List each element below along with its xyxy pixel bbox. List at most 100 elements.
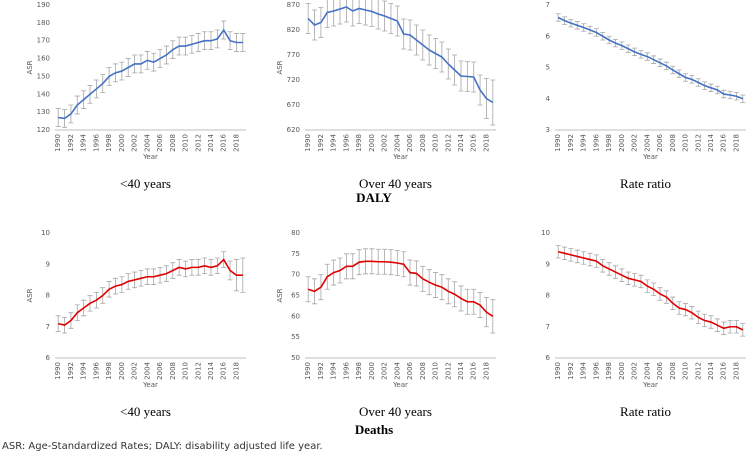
x-tick-label: 2014 (207, 361, 215, 379)
x-tick-label: 1992 (317, 362, 325, 380)
x-tick-label: 1992 (567, 134, 575, 152)
y-tick-label: 60 (291, 312, 300, 320)
group-title: Deaths (355, 422, 393, 437)
data-line (307, 260, 494, 318)
x-tick-label: 1996 (92, 133, 100, 151)
x-tick-label: 2000 (368, 362, 376, 380)
x-tick-label: 2008 (669, 362, 677, 380)
x-tick-label: 1994 (330, 361, 338, 379)
x-tick-label: 2000 (118, 134, 126, 152)
x-tick-label: 2000 (618, 362, 626, 380)
y-tick-label: 7 (546, 1, 550, 9)
x-tick-label: 2004 (143, 133, 151, 151)
x-tick-label: 1994 (580, 361, 588, 379)
x-tick-label: 2002 (631, 362, 639, 380)
x-tick-label: 2008 (169, 362, 177, 380)
y-tick-label: 190 (37, 1, 50, 9)
x-tick-label: 2006 (156, 133, 164, 151)
error-bar (305, 3, 311, 34)
y-tick-label: 180 (37, 19, 50, 27)
x-tick-label: 2012 (444, 134, 452, 152)
y-tick-label: 130 (37, 108, 50, 116)
x-tick-label: 1994 (80, 133, 88, 151)
y-tick-label: 150 (37, 72, 50, 80)
error-bar (740, 323, 746, 337)
x-tick-label: 2018 (732, 362, 740, 380)
x-tick-label: 2006 (406, 133, 414, 151)
x-tick-label: 2014 (707, 133, 715, 151)
x-tick-label: 2000 (368, 134, 376, 152)
y-tick-label: 4 (546, 95, 551, 103)
x-tick-label: 2006 (656, 133, 664, 151)
x-tick-label: 2010 (182, 134, 190, 152)
group-title: DALY (356, 190, 392, 205)
y-tick-label: 5 (546, 64, 550, 72)
y-tick-label: 80 (291, 229, 300, 237)
x-tick-label: 2014 (207, 133, 215, 151)
data-line (557, 16, 744, 100)
y-tick-label: 9 (46, 260, 50, 268)
x-tick-label: 2002 (381, 362, 389, 380)
error-bar (490, 299, 496, 334)
x-tick-label: 2014 (457, 361, 465, 379)
y-tick-label: 140 (37, 90, 50, 98)
y-axis-label: ASR (276, 288, 284, 302)
y-tick-label: 10 (541, 229, 550, 237)
error-bar (555, 245, 561, 259)
error-bar (337, 0, 343, 25)
x-tick-label: 1990 (304, 362, 312, 380)
x-axis-label: Year (142, 381, 158, 389)
data-line (57, 258, 243, 327)
error-bar (350, 0, 356, 27)
y-tick-label: 770 (287, 51, 300, 59)
x-tick-label: 1992 (567, 362, 575, 380)
x-tick-label: 2010 (182, 362, 190, 380)
y-tick-label: 9 (546, 260, 550, 268)
x-tick-label: 2012 (694, 362, 702, 380)
error-bar (356, 0, 362, 24)
x-tick-label: 2012 (444, 362, 452, 380)
x-tick-label: 2000 (618, 134, 626, 152)
y-tick-label: 7 (546, 323, 550, 331)
x-tick-label: 2016 (220, 361, 228, 379)
x-tick-label: 1990 (554, 134, 562, 152)
x-tick-label: 1990 (554, 362, 562, 380)
caption: <40 years (120, 404, 171, 419)
x-tick-label: 2018 (732, 134, 740, 152)
x-tick-label: 2016 (720, 133, 728, 151)
y-tick-label: 6 (546, 32, 551, 40)
x-tick-label: 1990 (54, 134, 62, 152)
y-axis-label: ASR (276, 60, 284, 74)
x-tick-label: 2004 (643, 133, 651, 151)
error-bar (55, 108, 61, 127)
y-tick-label: 65 (291, 292, 300, 300)
error-bar (240, 33, 246, 52)
x-tick-label: 2018 (232, 362, 240, 380)
x-tick-label: 2006 (656, 361, 664, 379)
y-tick-label: 720 (287, 76, 300, 84)
x-tick-label: 2018 (482, 134, 490, 152)
error-bar (305, 276, 311, 303)
x-axis-label: Year (142, 153, 158, 161)
error-bar (490, 79, 496, 126)
x-tick-label: 1990 (304, 134, 312, 152)
x-tick-label: 2002 (631, 134, 639, 152)
x-tick-label: 1994 (330, 133, 338, 151)
caption: Rate ratio (620, 176, 671, 191)
x-tick-label: 2004 (393, 133, 401, 151)
error-bar (240, 257, 246, 293)
caption: Over 40 years (359, 404, 432, 419)
x-tick-label: 1990 (54, 362, 62, 380)
x-tick-label: 2006 (406, 361, 414, 379)
error-bar (555, 13, 561, 22)
x-tick-label: 2004 (643, 361, 651, 379)
error-bar (331, 0, 337, 27)
x-axis-label: Year (392, 381, 408, 389)
x-tick-label: 1994 (580, 133, 588, 151)
x-axis-label: Year (642, 381, 658, 389)
x-tick-label: 1998 (605, 362, 613, 380)
data-line (557, 250, 744, 331)
x-tick-label: 1992 (67, 134, 75, 152)
y-tick-label: 670 (287, 101, 300, 109)
